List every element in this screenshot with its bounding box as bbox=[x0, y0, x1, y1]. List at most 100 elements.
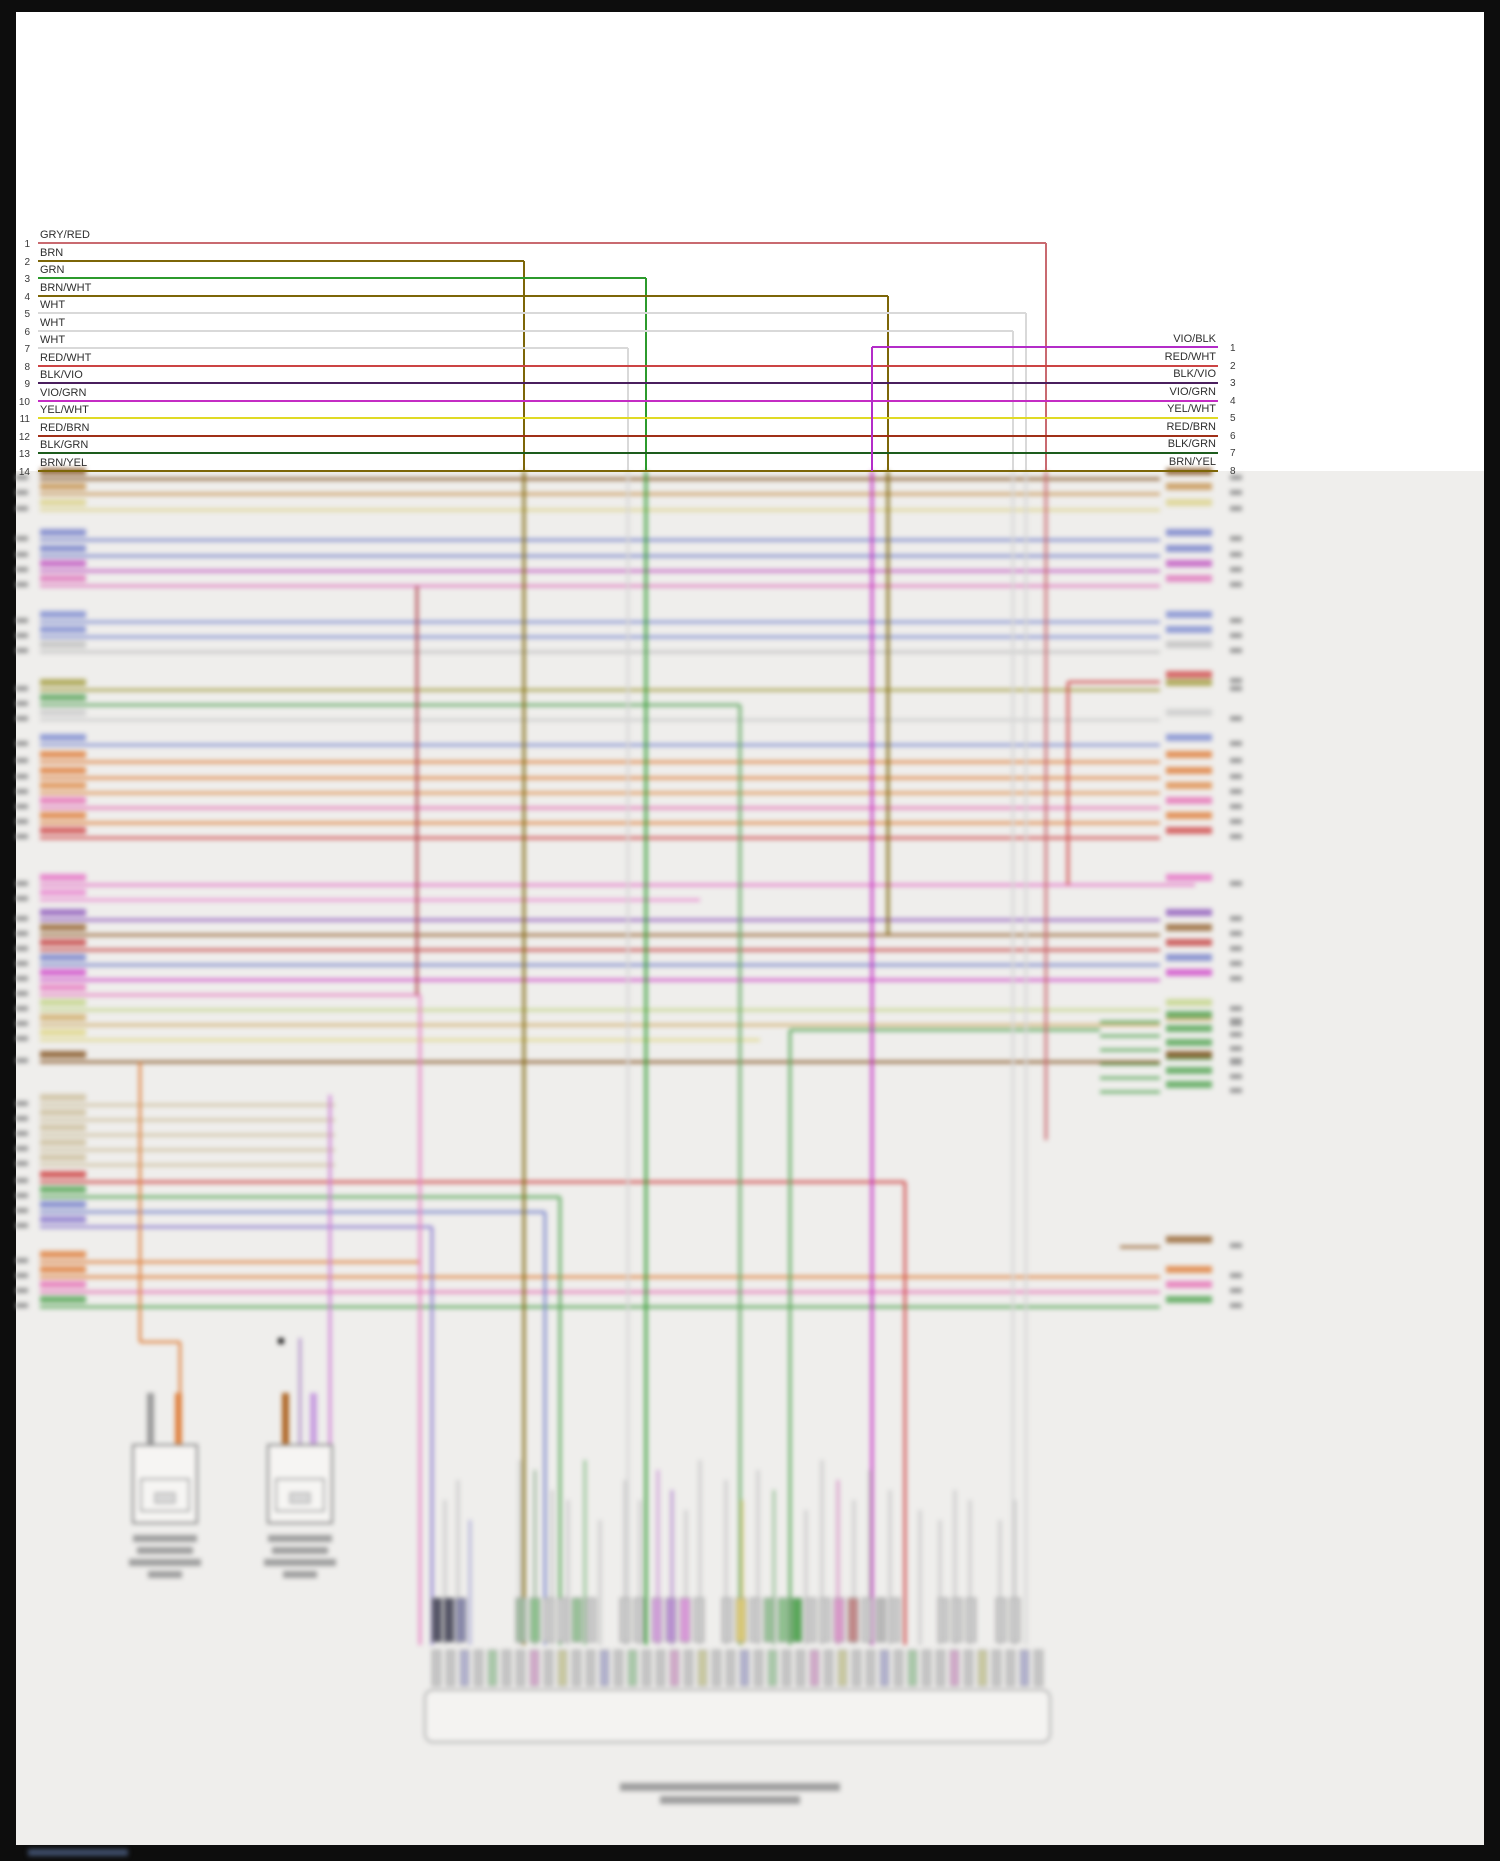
blurred-right-pin-number bbox=[1230, 648, 1242, 653]
blurred-left-pin-number bbox=[16, 490, 28, 495]
right-pin-number: 5 bbox=[1230, 413, 1236, 424]
blurred-left-wire-label bbox=[40, 709, 86, 716]
blurred-left-wire-label bbox=[40, 767, 86, 774]
blurred-connector-pin bbox=[599, 1649, 610, 1687]
right-wire-label: YEL/WHT bbox=[1167, 403, 1216, 415]
blurred-left-pin-number bbox=[16, 1006, 28, 1011]
blurred-connector-pin bbox=[571, 1649, 582, 1687]
left-pin-row-14: 14 BRN/YEL bbox=[19, 457, 1218, 478]
right-wire-label: BLK/VIO bbox=[1173, 368, 1216, 380]
blurred-left-pin-number bbox=[16, 1021, 28, 1026]
blurred-right-wire-label bbox=[1166, 709, 1212, 716]
blurred-left-wire-label bbox=[40, 827, 86, 834]
left-pin-row-13: 13 BLK/GRN bbox=[19, 439, 1218, 460]
left-pin-number: 13 bbox=[19, 449, 31, 460]
left-pin-number: 5 bbox=[24, 309, 30, 320]
blurred-right-pin-number bbox=[1230, 552, 1242, 557]
blurred-connector-pin bbox=[613, 1649, 624, 1687]
blurred-right-wire-label bbox=[1166, 499, 1212, 506]
blurred-connector-pin bbox=[697, 1649, 708, 1687]
blurred-left-pin-number bbox=[16, 804, 28, 809]
blurred-connector-pin bbox=[627, 1649, 638, 1687]
blurred-left-wire-label bbox=[40, 1171, 86, 1178]
blurred-connector-pin bbox=[1005, 1649, 1016, 1687]
blurred-connector-pin bbox=[805, 1597, 817, 1643]
right-wire-label: BLK/GRN bbox=[1168, 438, 1216, 450]
blurred-right-pin-number bbox=[1230, 741, 1242, 746]
blurred-right-wire-label bbox=[1166, 767, 1212, 774]
blurred-right-pin-number bbox=[1230, 774, 1242, 779]
blurred-left-pin-number bbox=[16, 991, 28, 996]
blurred-left-wire-label bbox=[40, 939, 86, 946]
left-pin-row-11: 11 YEL/WHT bbox=[20, 404, 1218, 425]
blurred-left-wire-label bbox=[40, 874, 86, 881]
blurred-left-wire-label bbox=[40, 611, 86, 618]
blurred-right-pin-number bbox=[1230, 1046, 1242, 1051]
blurred-left-pin-number bbox=[16, 1178, 28, 1183]
blurred-connector-caption-line bbox=[129, 1559, 201, 1566]
blurred-right-pin-number bbox=[1230, 1243, 1242, 1248]
left-wire-label: YEL/WHT bbox=[40, 404, 89, 416]
blurred-connector-caption-line bbox=[268, 1535, 332, 1542]
blurred-connector-pin bbox=[557, 1649, 568, 1687]
blurred-right-pin-number bbox=[1230, 678, 1242, 683]
left-wire-label: BLK/GRN bbox=[40, 439, 88, 451]
blurred-left-wire-label bbox=[40, 734, 86, 741]
blurred-left-wire-label bbox=[40, 1094, 86, 1101]
blurred-right-pin-number bbox=[1230, 536, 1242, 541]
blurred-right-pin-number bbox=[1230, 916, 1242, 921]
left-pin-number: 1 bbox=[24, 239, 30, 250]
blurred-right-wire-label bbox=[1166, 999, 1212, 1006]
blurred-right-wire-label bbox=[1166, 924, 1212, 931]
blurred-left-wire-label bbox=[40, 560, 86, 567]
blurred-connector-pin bbox=[641, 1649, 652, 1687]
blurred-connector-caption-line bbox=[133, 1535, 197, 1542]
blurred-right-pin-number bbox=[1230, 1303, 1242, 1308]
blurred-right-pin-number bbox=[1230, 686, 1242, 691]
blurred-connector-pin bbox=[633, 1597, 645, 1643]
blurred-left-pin-number bbox=[16, 1223, 28, 1228]
blurred-left-pin-number bbox=[16, 741, 28, 746]
blurred-left-wire-label bbox=[40, 1251, 86, 1258]
left-pin-number: 14 bbox=[19, 467, 31, 478]
right-wire-label: RED/WHT bbox=[1165, 351, 1217, 363]
blurred-left-wire-label bbox=[40, 999, 86, 1006]
left-pin-row-1: 1 GRY/RED bbox=[24, 229, 1047, 471]
blurred-right-pin-number bbox=[1230, 1006, 1242, 1011]
blurred-connector-pin bbox=[431, 1649, 442, 1687]
right-pin-row-3: 3 BLK/VIO bbox=[1173, 368, 1236, 389]
right-pin-row-7: 7 BLK/GRN bbox=[1168, 438, 1236, 459]
blurred-connector-pin bbox=[739, 1649, 750, 1687]
blurred-right-wire-label bbox=[1166, 909, 1212, 916]
blurred-connector-pin bbox=[585, 1649, 596, 1687]
blurred-left-pin-number bbox=[16, 716, 28, 721]
blurred-left-pin-number bbox=[16, 618, 28, 623]
left-wire-label: BRN/YEL bbox=[40, 457, 87, 469]
blurred-right-wire-label bbox=[1166, 1266, 1212, 1273]
blurred-connector-caption-line bbox=[272, 1547, 328, 1554]
blurred-right-wire-label bbox=[1166, 954, 1212, 961]
blurred-connector-pin bbox=[445, 1649, 456, 1687]
blurred-connector-caption-line bbox=[137, 1547, 193, 1554]
blurred-right-wire-label bbox=[1166, 671, 1212, 678]
blurred-connector-pin bbox=[889, 1597, 901, 1643]
blurred-connector-pin bbox=[487, 1649, 498, 1687]
blurred-right-wire-label bbox=[1166, 939, 1212, 946]
blurred-left-pin-number bbox=[16, 916, 28, 921]
blurred-left-wire-label bbox=[40, 529, 86, 536]
left-pin-number: 10 bbox=[19, 397, 31, 408]
blurred-connector-pin bbox=[543, 1597, 555, 1643]
left-pin-row-5: 5 WHT bbox=[24, 299, 1027, 471]
right-pin-row-5: 5 YEL/WHT bbox=[1167, 403, 1236, 424]
blurred-right-pin-number bbox=[1230, 1032, 1242, 1037]
blurred-right-pin-number bbox=[1230, 1018, 1242, 1023]
blurred-connector-pin bbox=[679, 1597, 691, 1643]
left-wire-label: GRY/RED bbox=[40, 229, 90, 241]
blurred-left-pin-number bbox=[16, 686, 28, 691]
blurred-right-wire-label bbox=[1166, 969, 1212, 976]
blurred-left-wire-label bbox=[40, 969, 86, 976]
right-pin-row-8: 8 BRN/YEL bbox=[1169, 456, 1236, 477]
blurred-connector-pin bbox=[977, 1649, 988, 1687]
blurred-connector-pin bbox=[1019, 1649, 1030, 1687]
